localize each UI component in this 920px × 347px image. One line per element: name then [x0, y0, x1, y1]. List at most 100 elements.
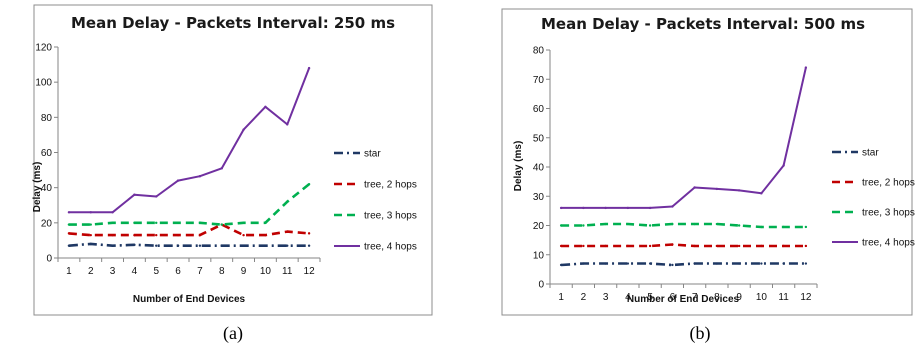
chart-b: Mean Delay - Packets Interval: 500 ms De…	[501, 8, 915, 344]
data-point	[604, 206, 607, 210]
data-point	[264, 221, 267, 225]
data-point	[582, 244, 585, 248]
data-point	[582, 262, 585, 265]
data-point	[264, 244, 267, 247]
data-point	[67, 211, 71, 214]
chart-a-legend: star tree, 2 hops tree, 3 hops tree, 4 hops	[334, 149, 417, 253]
series-line-tree-2-hops	[561, 243, 806, 248]
y-tick-label: 0	[46, 254, 52, 265]
data-point	[760, 225, 763, 229]
series-line-star	[561, 262, 806, 267]
data-point	[782, 164, 785, 167]
data-point	[242, 128, 245, 131]
data-point	[133, 221, 136, 225]
x-tick-label: 8	[714, 292, 720, 303]
data-point	[760, 262, 763, 265]
data-point	[782, 262, 785, 265]
legend-label: tree, 2 hops	[862, 178, 915, 189]
legend-label: tree, 4 hops	[364, 242, 417, 253]
x-tick-label: 9	[241, 266, 247, 277]
data-point	[737, 262, 741, 265]
y-tick-label: 50	[533, 133, 545, 144]
data-point	[307, 182, 311, 186]
chart-b-legend: star tree, 2 hops tree, 3 hops tree, 4 hops	[832, 148, 915, 249]
data-point	[220, 244, 223, 247]
data-point	[737, 189, 741, 192]
data-point	[604, 244, 607, 248]
data-point	[671, 205, 674, 208]
x-tick-label: 1	[558, 292, 564, 303]
data-point	[155, 195, 158, 198]
y-tick-label: 100	[35, 78, 52, 89]
y-tick-label: 60	[41, 148, 53, 159]
data-point	[648, 262, 652, 265]
data-point	[626, 222, 630, 226]
data-point	[176, 221, 180, 225]
series-line-tree-4-hops	[561, 67, 807, 209]
chart-a-caption: (a)	[223, 323, 243, 344]
legend-label: star	[364, 149, 381, 160]
x-tick-label: 6	[175, 266, 181, 277]
legend-label: tree, 2 hops	[364, 180, 417, 191]
y-tick-label: 40	[41, 183, 53, 194]
data-point	[264, 233, 267, 237]
x-tick-label: 11	[282, 266, 293, 277]
y-tick-label: 60	[533, 104, 545, 115]
data-point	[737, 224, 741, 227]
data-point	[715, 187, 719, 191]
data-point	[604, 262, 607, 265]
x-tick-label: 1	[66, 266, 72, 277]
legend-label: tree, 3 hops	[862, 208, 915, 219]
chart-b-y-axis-title: Delay (ms)	[513, 141, 524, 192]
x-tick-label: 10	[756, 292, 768, 303]
data-point	[648, 244, 652, 248]
legend-label: tree, 3 hops	[364, 211, 417, 222]
data-point	[671, 263, 674, 267]
data-point	[715, 222, 719, 226]
data-point	[582, 206, 585, 210]
data-point	[671, 222, 674, 226]
data-point	[176, 179, 180, 182]
x-tick-label: 2	[581, 292, 587, 303]
data-point	[626, 262, 630, 265]
data-point	[198, 175, 202, 178]
data-point	[286, 123, 289, 126]
data-point	[693, 244, 696, 248]
data-point	[559, 244, 563, 248]
data-point	[89, 233, 92, 237]
x-tick-label: 10	[260, 266, 272, 277]
data-point	[307, 244, 311, 247]
y-tick-label: 80	[533, 46, 545, 57]
data-point	[198, 244, 202, 247]
data-point	[67, 244, 71, 247]
chart-a-frame	[33, 4, 433, 316]
data-point	[111, 233, 114, 237]
data-point	[67, 232, 71, 235]
data-point	[220, 223, 223, 226]
data-point	[111, 244, 114, 247]
data-point	[626, 206, 630, 210]
data-point	[648, 224, 652, 227]
x-tick-label: 7	[692, 292, 698, 303]
y-tick-label: 30	[533, 192, 545, 203]
series-line-tree-4-hops	[68, 67, 311, 214]
y-tick-label: 20	[533, 221, 545, 232]
x-tick-label: 12	[304, 266, 316, 277]
data-point	[307, 232, 311, 235]
data-point	[198, 233, 202, 237]
x-tick-label: 8	[219, 266, 225, 277]
data-point	[286, 244, 289, 247]
data-point	[133, 193, 136, 196]
series-line-tree-3-hops	[561, 222, 806, 229]
chart-a: Mean Delay - Packets Interval: 250 ms De…	[32, 4, 433, 344]
chart-b-frame	[501, 8, 913, 316]
y-tick-label: 80	[41, 113, 53, 124]
data-point	[286, 230, 289, 233]
data-point	[782, 225, 785, 229]
x-tick-label: 3	[603, 292, 609, 303]
data-point	[89, 223, 92, 226]
data-point	[626, 244, 630, 248]
data-point	[693, 186, 696, 189]
data-point	[804, 225, 808, 229]
chart-a-title: Mean Delay - Packets Interval: 250 ms	[71, 14, 395, 32]
